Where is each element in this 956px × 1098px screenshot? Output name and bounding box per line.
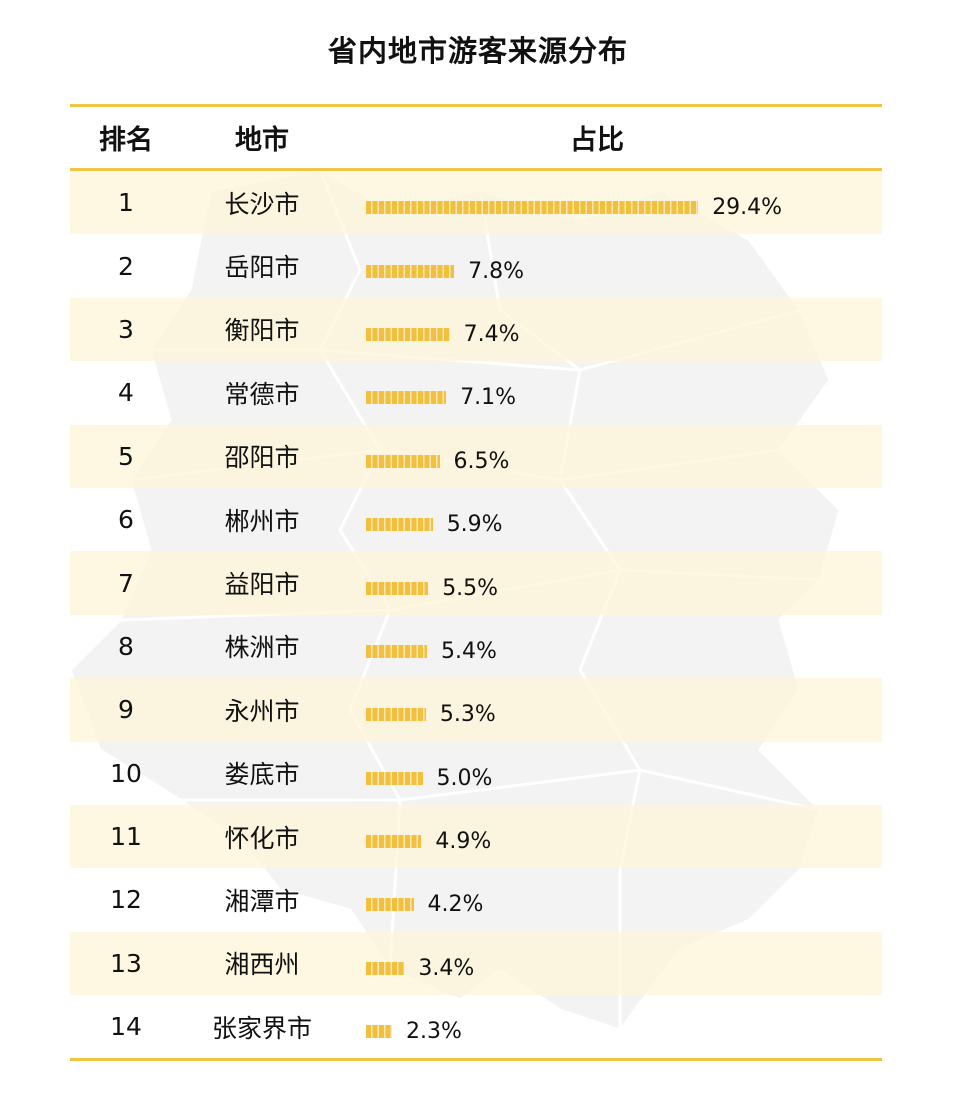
table-row: 9 永州市 5.3%	[70, 678, 882, 742]
table-row: 12 湘潭市 4.2%	[70, 868, 882, 931]
table-row: 11 怀化市 4.9%	[70, 804, 882, 869]
share-cell: 5.9%	[342, 502, 882, 537]
city-cell: 岳阳市	[224, 253, 300, 283]
share-label: 5.0%	[436, 765, 493, 791]
rank-cell: 6	[118, 505, 134, 535]
city-cell: 株洲市	[224, 633, 300, 663]
city-cell: 怀化市	[224, 823, 300, 853]
table-row: 14 张家界市 2.3%	[70, 995, 882, 1058]
share-cell: 5.4%	[342, 629, 882, 664]
table-row: 5 邵阳市 6.5%	[70, 424, 882, 488]
share-bar	[366, 518, 433, 532]
table-row: 8 株洲市 5.4%	[70, 615, 882, 678]
share-label: 4.9%	[435, 829, 492, 855]
share-bar	[366, 644, 427, 658]
table-row: 4 常德市 7.1%	[70, 361, 882, 424]
rank-cell: 11	[110, 822, 142, 852]
share-cell: 7.8%	[342, 249, 882, 284]
rank-cell: 5	[118, 441, 134, 471]
share-bar	[366, 264, 455, 278]
table-row: 3 衡阳市 7.4%	[70, 297, 882, 362]
bottom-rule	[70, 1058, 882, 1062]
rank-cell: 13	[110, 948, 142, 978]
share-bar	[366, 835, 422, 849]
table-row: 6 郴州市 5.9%	[70, 488, 882, 551]
share-cell: 5.5%	[342, 566, 882, 601]
page-title: 省内地市游客来源分布	[327, 34, 628, 68]
city-cell: 长沙市	[224, 189, 300, 219]
share-label: 3.4%	[418, 955, 475, 981]
table-row: 2 岳阳市 7.8%	[70, 234, 882, 297]
city-cell: 湘潭市	[224, 886, 300, 916]
rank-cell: 7	[118, 568, 134, 598]
share-cell: 7.4%	[342, 312, 882, 347]
rank-cell: 4	[118, 378, 134, 408]
share-bar	[366, 327, 450, 341]
share-cell: 7.1%	[342, 375, 882, 410]
rank-cell: 9	[118, 695, 134, 725]
header-rank: 排名	[99, 125, 153, 156]
rank-cell: 2	[118, 251, 134, 281]
share-cell: 29.4%	[342, 185, 882, 220]
share-bar	[366, 771, 423, 785]
share-bar	[366, 581, 429, 595]
share-cell: 6.5%	[342, 439, 882, 474]
table-body: 1 长沙市 29.4% 2 岳阳市 7.8% 3 衡阳市 7.4% 4 常德市 7.1% 5 邵阳市 6.5…	[70, 171, 882, 1058]
city-cell: 湘西州	[224, 950, 300, 980]
share-label: 29.4%	[712, 195, 783, 221]
rank-cell: 10	[110, 758, 142, 788]
city-cell: 娄底市	[224, 760, 300, 790]
share-label: 4.2%	[427, 892, 484, 918]
table-row: 13 湘西州 3.4%	[70, 931, 882, 996]
header-rule	[70, 168, 882, 171]
header-share: 占比	[570, 125, 624, 156]
share-label: 5.4%	[441, 638, 497, 664]
rank-cell: 8	[118, 631, 134, 661]
city-cell: 永州市	[224, 696, 300, 726]
rank-cell: 1	[118, 188, 134, 218]
share-bar	[366, 391, 447, 405]
table-row: 7 益阳市 5.5%	[70, 551, 882, 615]
share-label: 5.5%	[442, 575, 499, 601]
share-cell: 3.4%	[342, 946, 882, 981]
table-row: 1 长沙市 29.4%	[70, 171, 882, 235]
share-bar	[366, 708, 426, 722]
share-label: 7.4%	[463, 321, 520, 347]
share-cell: 2.3%	[342, 1009, 882, 1044]
ranking-table: 排名 地市 占比 1 长沙市 29.4% 2 岳阳市 7.8% 3 衡阳市 7.4% 4 常德市 7.…	[70, 104, 882, 1062]
table-row: 10 娄底市 5.0%	[70, 742, 882, 805]
share-label: 7.8%	[468, 258, 524, 284]
city-cell: 邵阳市	[224, 443, 300, 473]
share-cell: 5.0%	[342, 756, 882, 791]
share-cell: 4.9%	[342, 819, 882, 854]
city-cell: 益阳市	[224, 570, 300, 600]
share-bar	[366, 201, 699, 215]
share-label: 7.1%	[460, 385, 517, 411]
share-label: 2.3%	[406, 1019, 462, 1045]
share-bar	[366, 454, 440, 468]
share-label: 5.9%	[446, 512, 503, 538]
city-cell: 郴州市	[224, 506, 300, 536]
share-bar	[366, 961, 405, 975]
top-rule	[70, 104, 882, 107]
share-label: 6.5%	[453, 448, 510, 474]
rank-cell: 12	[110, 885, 142, 915]
header-city: 地市	[235, 125, 289, 156]
rank-cell: 3	[118, 314, 134, 344]
city-cell: 常德市	[224, 379, 300, 409]
city-cell: 衡阳市	[224, 316, 300, 346]
table-header: 排名 地市 占比	[70, 107, 882, 168]
rank-cell: 14	[110, 1012, 142, 1042]
city-cell: 张家界市	[211, 1013, 312, 1043]
share-bar	[366, 1025, 392, 1039]
share-bar	[366, 898, 414, 912]
share-cell: 4.2%	[342, 882, 882, 917]
share-label: 5.3%	[439, 702, 496, 728]
share-cell: 5.3%	[342, 692, 882, 727]
